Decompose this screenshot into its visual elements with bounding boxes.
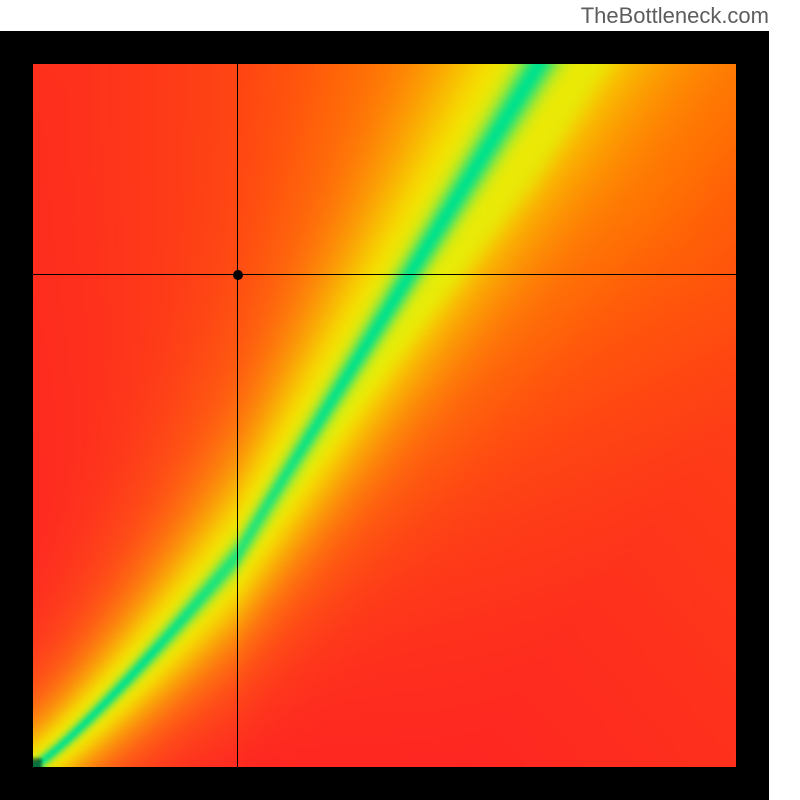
chart-frame-right	[736, 31, 769, 800]
watermark-text: TheBottleneck.com	[581, 3, 769, 29]
crosshair-horizontal	[33, 274, 736, 275]
crosshair-vertical	[237, 64, 238, 767]
crosshair-dot	[233, 270, 243, 280]
bottleneck-heatmap	[33, 64, 736, 767]
chart-frame-bottom	[0, 767, 769, 800]
chart-frame-top	[0, 31, 769, 64]
chart-frame-left	[0, 31, 33, 800]
